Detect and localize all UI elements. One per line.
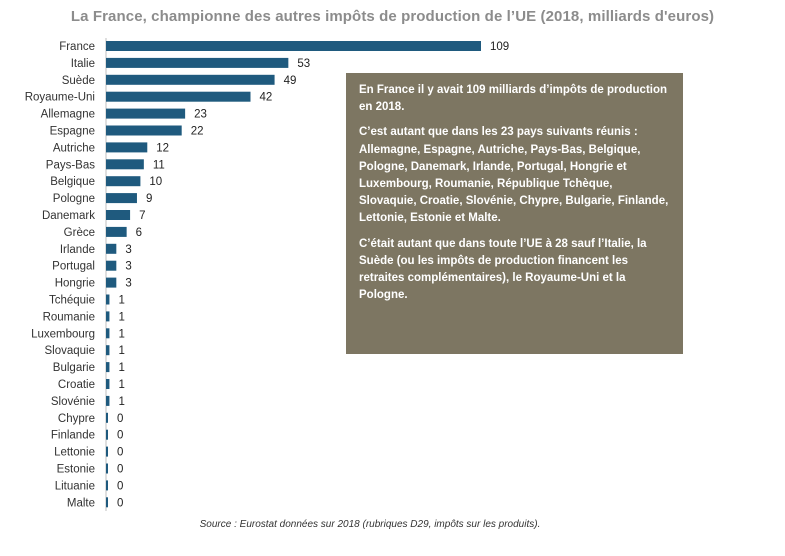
category-label: Irlande — [60, 244, 95, 256]
category-label: Pays-Bas — [46, 159, 95, 171]
data-label: 0 — [117, 464, 123, 476]
bar — [106, 142, 148, 153]
data-label: 9 — [146, 193, 152, 205]
bar — [106, 463, 108, 474]
category-label: Slovénie — [51, 396, 95, 408]
data-label: 1 — [118, 328, 124, 340]
category-label: Belgique — [50, 176, 95, 188]
data-label: 11 — [153, 159, 165, 171]
bar — [106, 395, 110, 406]
category-label: Finlande — [51, 430, 95, 442]
bar — [106, 379, 110, 389]
data-label: 1 — [118, 295, 124, 307]
bar — [106, 91, 251, 102]
data-label: 3 — [125, 278, 131, 290]
bar — [106, 41, 481, 51]
data-label: 3 — [125, 261, 131, 273]
data-label: 42 — [259, 92, 272, 104]
bar — [106, 277, 117, 288]
bar — [106, 226, 127, 237]
bar — [106, 125, 182, 136]
chart-title: La France, championne des autres impôts … — [70, 8, 715, 25]
annotation-paragraph-3: C’était autant que dans toute l’UE à 28 … — [359, 237, 647, 302]
data-label: 1 — [118, 396, 124, 408]
data-label: 53 — [297, 58, 310, 70]
category-label: Roumanie — [43, 311, 95, 323]
source-note: Source : Eurostat données sur 2018 (rubr… — [199, 519, 541, 530]
bar — [106, 294, 110, 305]
bar — [106, 345, 110, 356]
bar — [106, 210, 131, 220]
bar — [106, 108, 186, 119]
category-label: Autriche — [53, 142, 95, 154]
category-label: Malte — [67, 497, 95, 509]
category-label: Lettonie — [54, 447, 95, 459]
data-label: 22 — [191, 126, 204, 138]
category-label: Estonie — [57, 464, 95, 476]
bar — [106, 328, 110, 339]
data-label: 0 — [117, 447, 123, 459]
annotation-paragraph-1: En France il y avait 109 milliards d’imp… — [359, 84, 668, 114]
annotation-paragraph-2: C’est autant que dans les 23 pays suivan… — [359, 126, 669, 225]
category-label: Pologne — [53, 193, 95, 205]
data-label: 1 — [118, 311, 124, 323]
category-label: Bulgarie — [53, 362, 95, 374]
bar — [106, 446, 108, 457]
category-label: Allemagne — [41, 109, 95, 121]
data-label: 6 — [136, 227, 142, 239]
data-label: 12 — [156, 142, 169, 154]
data-label: 1 — [118, 362, 124, 374]
data-label: 0 — [117, 413, 123, 425]
category-label: Italie — [71, 58, 95, 70]
bar — [106, 311, 110, 322]
bar — [106, 176, 141, 187]
data-label: 23 — [194, 109, 207, 121]
data-label: 1 — [118, 345, 124, 357]
data-label: 3 — [125, 244, 131, 256]
category-label: Luxembourg — [31, 328, 95, 340]
bar — [106, 159, 144, 170]
category-label: Croatie — [58, 379, 95, 391]
bar — [106, 57, 289, 68]
bar — [106, 480, 108, 491]
category-label: Grèce — [64, 227, 95, 239]
category-label: Suède — [62, 75, 95, 87]
category-label: Royaume-Uni — [25, 92, 95, 104]
bar — [106, 260, 117, 271]
category-label: Chypre — [58, 413, 95, 425]
category-label: Danemark — [42, 210, 95, 222]
category-label: Hongrie — [55, 278, 95, 290]
data-label: 7 — [139, 210, 145, 222]
category-label: Lituanie — [55, 480, 95, 492]
data-label: 49 — [284, 75, 297, 87]
data-label: 109 — [490, 41, 509, 53]
category-label: Espagne — [50, 126, 95, 138]
annotation-box: En France il y avait 109 milliards d’imp… — [346, 73, 683, 354]
category-label: France — [59, 41, 95, 53]
data-label: 10 — [149, 176, 162, 188]
data-label: 1 — [118, 379, 124, 391]
data-label: 0 — [117, 497, 123, 509]
category-label: Tchéquie — [49, 295, 95, 307]
category-label: Portugal — [52, 261, 95, 273]
bar — [106, 243, 117, 254]
bar — [106, 497, 108, 508]
bar — [106, 412, 108, 423]
category-label: Slovaquie — [44, 345, 95, 357]
bar — [106, 193, 137, 204]
data-label: 0 — [117, 430, 123, 442]
bar — [106, 429, 108, 440]
data-label: 0 — [117, 480, 123, 492]
bar — [106, 362, 110, 373]
bar — [106, 74, 275, 85]
